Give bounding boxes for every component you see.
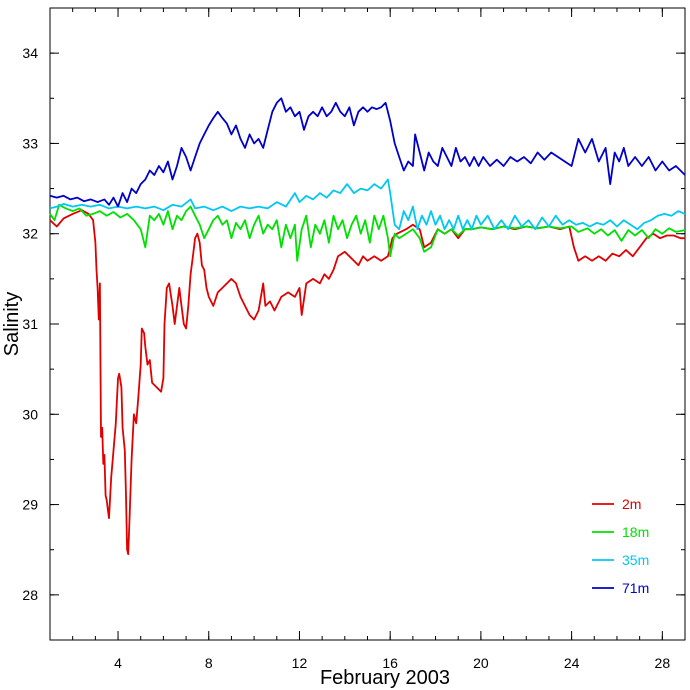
legend-label-18m: 18m	[622, 524, 649, 540]
x-tick-label: 16	[382, 655, 398, 671]
y-tick-label: 31	[22, 316, 38, 332]
y-tick-label: 30	[22, 406, 38, 422]
x-tick-label: 12	[292, 655, 308, 671]
series-lines	[49, 97, 686, 556]
y-tick-label: 33	[22, 135, 38, 151]
series-line-71m	[49, 97, 686, 208]
x-tick-label: 24	[564, 655, 580, 671]
y-tick-label: 28	[22, 587, 38, 603]
x-tick-label: 4	[114, 655, 122, 671]
legend-label-35m: 35m	[622, 552, 649, 568]
series-line-18m	[49, 203, 686, 262]
x-tick-label: 20	[473, 655, 489, 671]
axis-ticks: 4 8 12 16 20 24 28 28 29 30 31 32 33 34	[22, 7, 686, 671]
legend-label-2m: 2m	[622, 496, 641, 512]
x-tick-label: 28	[655, 655, 671, 671]
series-line-2m	[49, 209, 685, 556]
legend-label-71m: 71m	[622, 580, 649, 596]
plot-frame	[49, 7, 686, 641]
series-line-35m	[49, 178, 686, 231]
x-tick-label: 8	[205, 655, 213, 671]
y-axis-title: Salinity	[1, 292, 23, 356]
y-tick-label: 34	[22, 45, 38, 61]
x-axis-title: February 2003	[320, 667, 450, 689]
y-tick-label: 29	[22, 497, 38, 513]
y-tick-label: 32	[22, 226, 38, 242]
legend: 2m 18m 35m 71m	[592, 496, 649, 596]
